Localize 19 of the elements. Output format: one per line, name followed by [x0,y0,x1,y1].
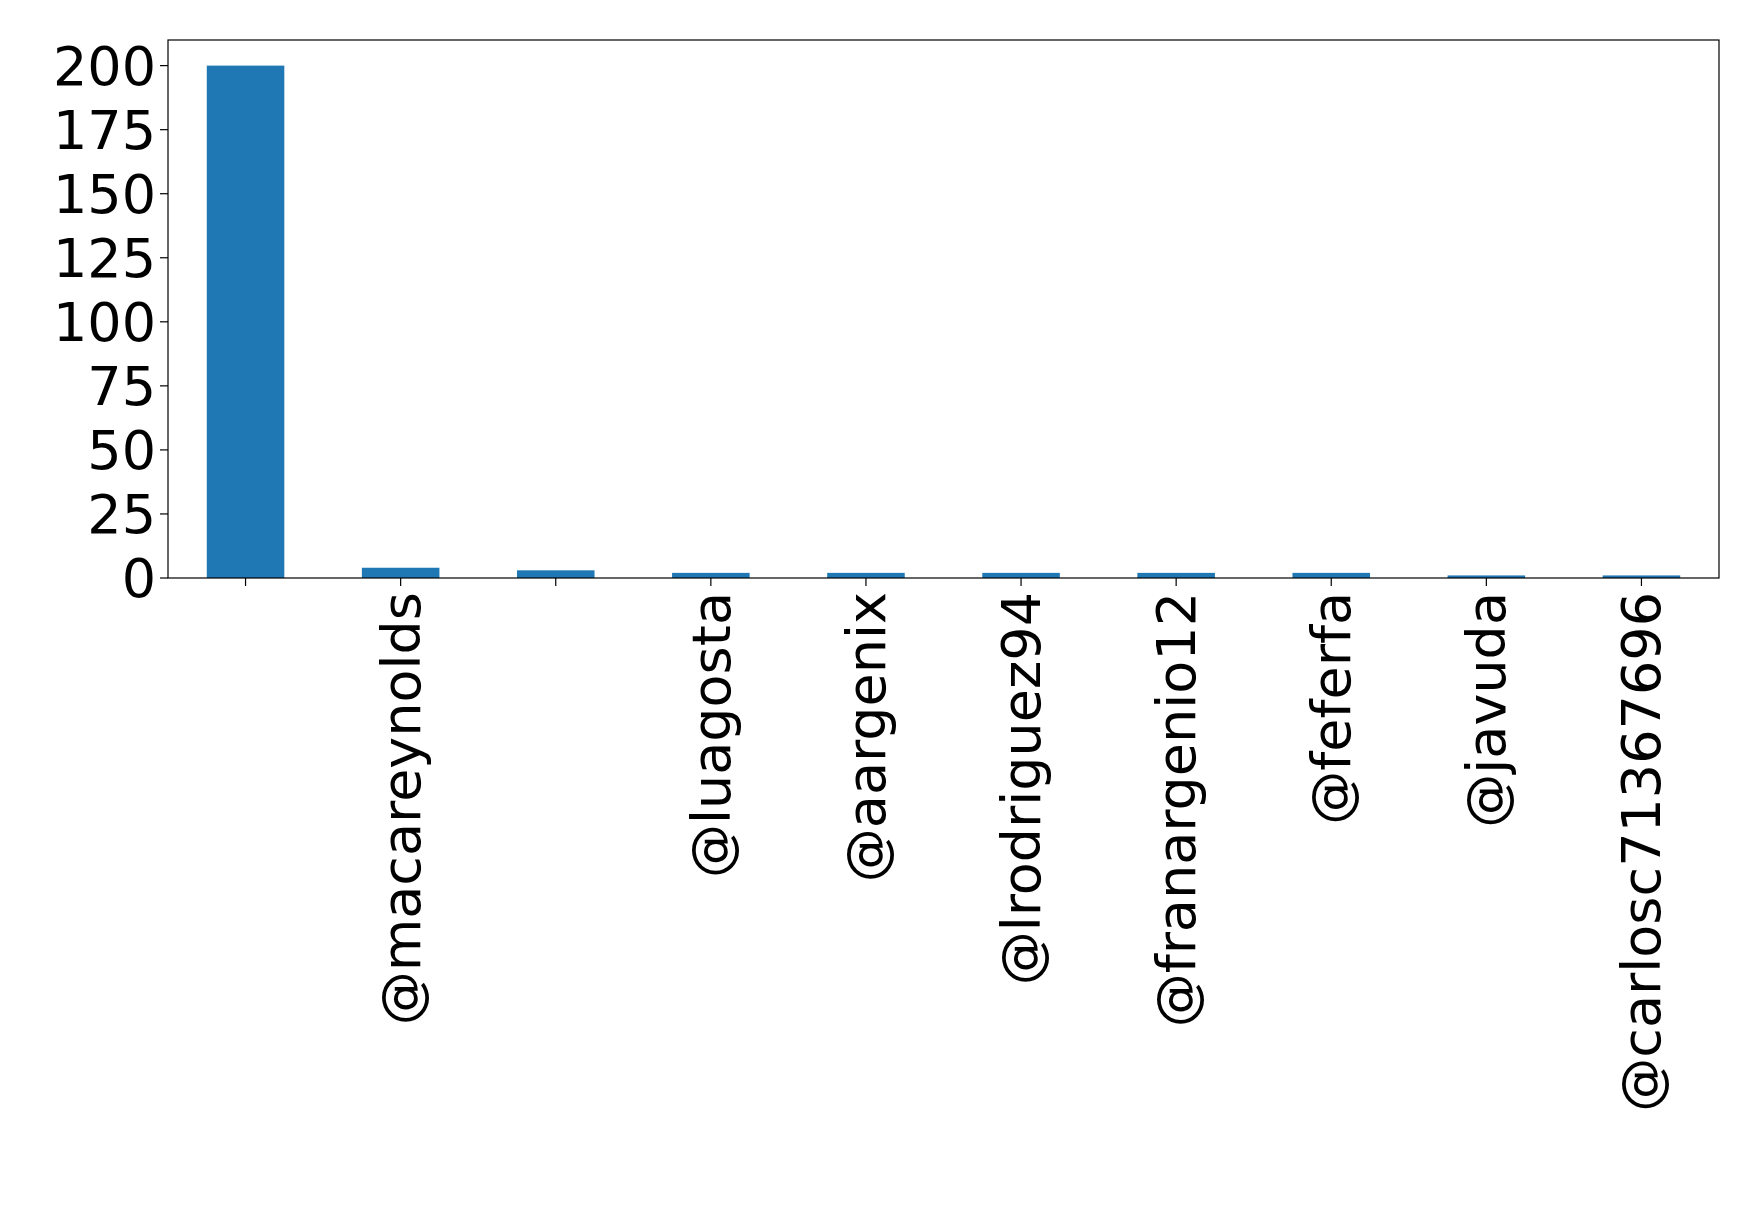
y-tick-label: 100 [52,290,156,354]
y-tick-label: 0 [121,546,156,610]
y-tick-label: 25 [87,482,156,546]
bar [516,570,595,578]
y-tick-label: 150 [52,162,156,226]
y-tick-label: 125 [52,226,156,290]
bar [206,65,285,578]
x-tick-label: @carlosc71367696 [1610,592,1674,1112]
y-tick-label: 200 [52,34,156,98]
y-tick-label: 50 [87,418,156,482]
x-tick-label: @macareynolds [369,592,433,1026]
x-tick-label: @luagosta [679,592,743,879]
x-tick-label: @lrodriguez94 [989,592,1053,986]
y-tick-label: 175 [52,98,156,162]
x-tick-label: @javuda [1455,592,1519,828]
x-tick-label: @franargenio12 [1145,592,1209,1028]
x-tick-label: @aargenix [834,592,898,883]
x-tick-label: @feferfa [1300,592,1364,825]
y-tick-label: 75 [87,354,156,418]
